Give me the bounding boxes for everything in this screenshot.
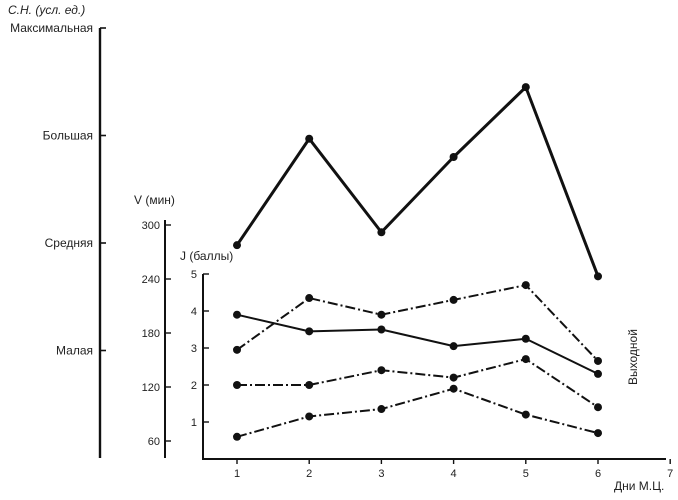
series-line-3 bbox=[236, 313, 599, 375]
data-point bbox=[594, 429, 602, 438]
v-ticks: 60 120 180 240 300 bbox=[142, 220, 171, 448]
data-point bbox=[521, 83, 530, 92]
x-axis: 1 2 3 4 5 6 7 Дни М.Ц. bbox=[202, 458, 673, 493]
j-tick-label: 3 bbox=[191, 343, 197, 355]
sn-ticks: Максимальная Большая Средняя Малая bbox=[10, 21, 106, 358]
sn-tick-label: Максимальная bbox=[10, 21, 93, 35]
x-tick-label: 5 bbox=[523, 468, 529, 480]
j-axis-title: J (баллы) bbox=[180, 249, 233, 263]
data-point bbox=[449, 153, 458, 161]
j-ticks: 1 2 3 4 5 bbox=[191, 269, 209, 429]
j-tick-label: 2 bbox=[191, 380, 197, 392]
data-point bbox=[305, 294, 314, 303]
series-group bbox=[233, 83, 602, 441]
data-point bbox=[594, 272, 602, 281]
data-point bbox=[305, 134, 314, 143]
v-axis-title: V (мин) bbox=[134, 193, 175, 207]
v-tick-label: 300 bbox=[142, 220, 160, 232]
data-point bbox=[594, 403, 602, 412]
v-tick-label: 120 bbox=[142, 382, 160, 394]
x-tick-label: 7 bbox=[667, 468, 673, 480]
series-line-4 bbox=[237, 358, 599, 409]
x-tick-label: 1 bbox=[234, 468, 240, 480]
data-point bbox=[233, 241, 241, 250]
data-point bbox=[305, 327, 314, 336]
j-tick-label: 4 bbox=[191, 306, 197, 318]
j-tick-label: 1 bbox=[191, 417, 197, 429]
data-point bbox=[377, 325, 386, 334]
data-point bbox=[521, 410, 530, 419]
x-tick-label: 3 bbox=[378, 468, 384, 480]
data-point bbox=[449, 295, 458, 304]
sn-tick-label: Малая bbox=[56, 344, 93, 358]
data-point bbox=[305, 381, 314, 389]
series-line-2 bbox=[236, 284, 599, 362]
series-line-1 bbox=[235, 85, 600, 277]
data-point bbox=[233, 381, 241, 389]
data-point bbox=[233, 432, 241, 441]
x-tick-label: 6 bbox=[595, 468, 601, 480]
data-point bbox=[233, 310, 241, 319]
sn-tick-label: Средняя bbox=[45, 236, 93, 250]
v-axis: V (мин) 60 120 180 240 300 bbox=[134, 193, 175, 458]
data-point bbox=[521, 281, 530, 290]
x-ticks: 1 2 3 4 5 6 7 bbox=[234, 459, 673, 480]
data-point bbox=[521, 355, 530, 364]
series-line-5 bbox=[236, 387, 599, 438]
data-point bbox=[233, 345, 241, 354]
data-point bbox=[377, 228, 386, 237]
sn-tick-label: Большая bbox=[43, 129, 93, 143]
data-point bbox=[521, 334, 530, 343]
sn-axis: С.Н. (усл. ед.) Максимальная Большая Средн… bbox=[8, 3, 106, 458]
data-point bbox=[305, 412, 314, 421]
annotation-weekend: Выходной bbox=[626, 329, 640, 385]
x-axis-title: Дни М.Ц. bbox=[614, 479, 664, 493]
j-tick-label: 5 bbox=[191, 269, 197, 281]
data-point bbox=[449, 342, 458, 351]
x-tick-label: 4 bbox=[451, 468, 457, 480]
x-tick-label: 2 bbox=[306, 468, 312, 480]
data-point bbox=[594, 356, 602, 365]
v-tick-label: 180 bbox=[142, 328, 160, 340]
v-tick-label: 60 bbox=[148, 436, 160, 448]
data-point bbox=[377, 405, 386, 414]
j-axis: J (баллы) 1 2 3 4 5 bbox=[180, 249, 233, 459]
data-point bbox=[449, 384, 458, 393]
sn-axis-title: С.Н. (усл. ед.) bbox=[8, 3, 85, 17]
data-point bbox=[377, 310, 386, 319]
v-tick-label: 240 bbox=[142, 274, 160, 286]
data-point bbox=[594, 369, 602, 378]
data-point bbox=[449, 373, 458, 382]
data-point bbox=[377, 366, 386, 375]
